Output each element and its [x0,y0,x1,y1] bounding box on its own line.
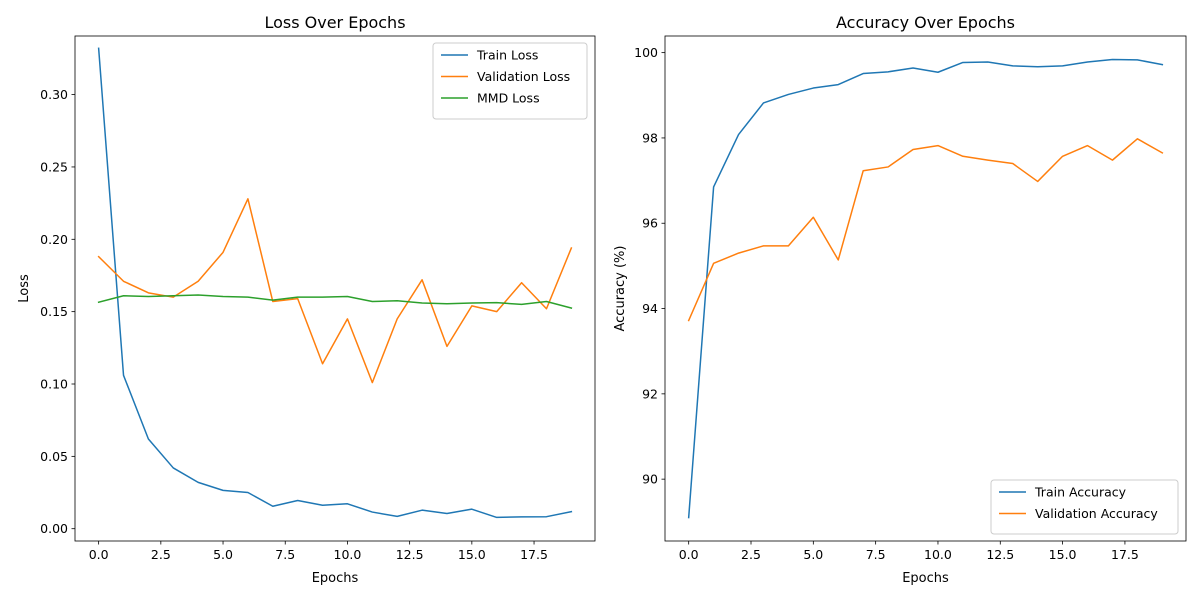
y-tick-label: 98 [642,130,658,145]
y-tick-label: 0.20 [40,232,68,247]
y-tick-label: 0.10 [40,377,68,392]
x-tick-label: 7.5 [866,547,886,562]
x-tick-label: 15.0 [1049,547,1077,562]
legend-label-0: Train Accuracy [1034,485,1127,500]
y-tick-label: 94 [642,301,658,316]
legend: Train Loss Validation Loss MMD Loss [432,42,588,120]
x-axis-label: Epochs [902,571,949,586]
x-tick-label: 17.5 [520,547,548,562]
y-axis-label: Accuracy (%) [613,246,628,332]
legend-label-2: MMD Loss [477,91,540,106]
legend: Train Accuracy Validation Accuracy [990,479,1179,535]
x-tick-label: 7.5 [275,547,295,562]
plot-frame [74,35,596,542]
x-tick-label: 5.0 [213,547,233,562]
x-tick-label: 5.0 [803,547,823,562]
x-tick-label: 17.5 [1111,547,1139,562]
y-tick-label: 100 [634,45,658,60]
legend-label-1: Validation Accuracy [1035,506,1158,521]
y-tick-label: 0.05 [40,449,68,464]
accuracy-chart: Accuracy Over Epochs 0.0 2.5 5.0 7.5 10.0 12.5… [613,13,1187,586]
x-tick-label: 2.5 [151,547,171,562]
x-tick-label: 15.0 [458,547,486,562]
series-line-1 [97,198,573,384]
x-tick-label: 12.5 [986,547,1014,562]
x-tick-label: 2.5 [741,547,761,562]
y-tick-label: 92 [642,386,658,401]
series-line-2 [97,294,573,309]
y-tick-label: 0.00 [40,521,68,536]
x-tick-label: 0.0 [89,547,109,562]
legend-box [432,42,588,120]
y-tick-label: 0.25 [40,159,68,174]
x-tick-label: 10.0 [924,547,952,562]
y-tick-label: 0.30 [40,87,68,102]
legend-label-1: Validation Loss [477,69,570,84]
chart-title: Loss Over Epochs [264,13,405,32]
legend-box [990,479,1179,535]
x-tick-label: 0.0 [679,547,699,562]
x-tick-label: 10.0 [334,547,362,562]
y-axis-label: Loss [17,274,32,303]
x-tick-label: 12.5 [396,547,424,562]
series-line-0 [97,47,573,519]
y-tick-label: 0.15 [40,304,68,319]
series-line-0 [687,58,1164,519]
series-line-1 [687,138,1164,322]
legend-label-0: Train Loss [476,48,538,63]
chart-title: Accuracy Over Epochs [836,13,1015,32]
loss-chart: Loss Over Epochs 0.0 2.5 5.0 7.5 10.0 12.5 15.0… [17,13,596,586]
y-tick-label: 96 [642,216,658,231]
x-axis-label: Epochs [312,571,359,586]
plot-frame [664,35,1187,542]
y-tick-label: 90 [642,472,658,487]
